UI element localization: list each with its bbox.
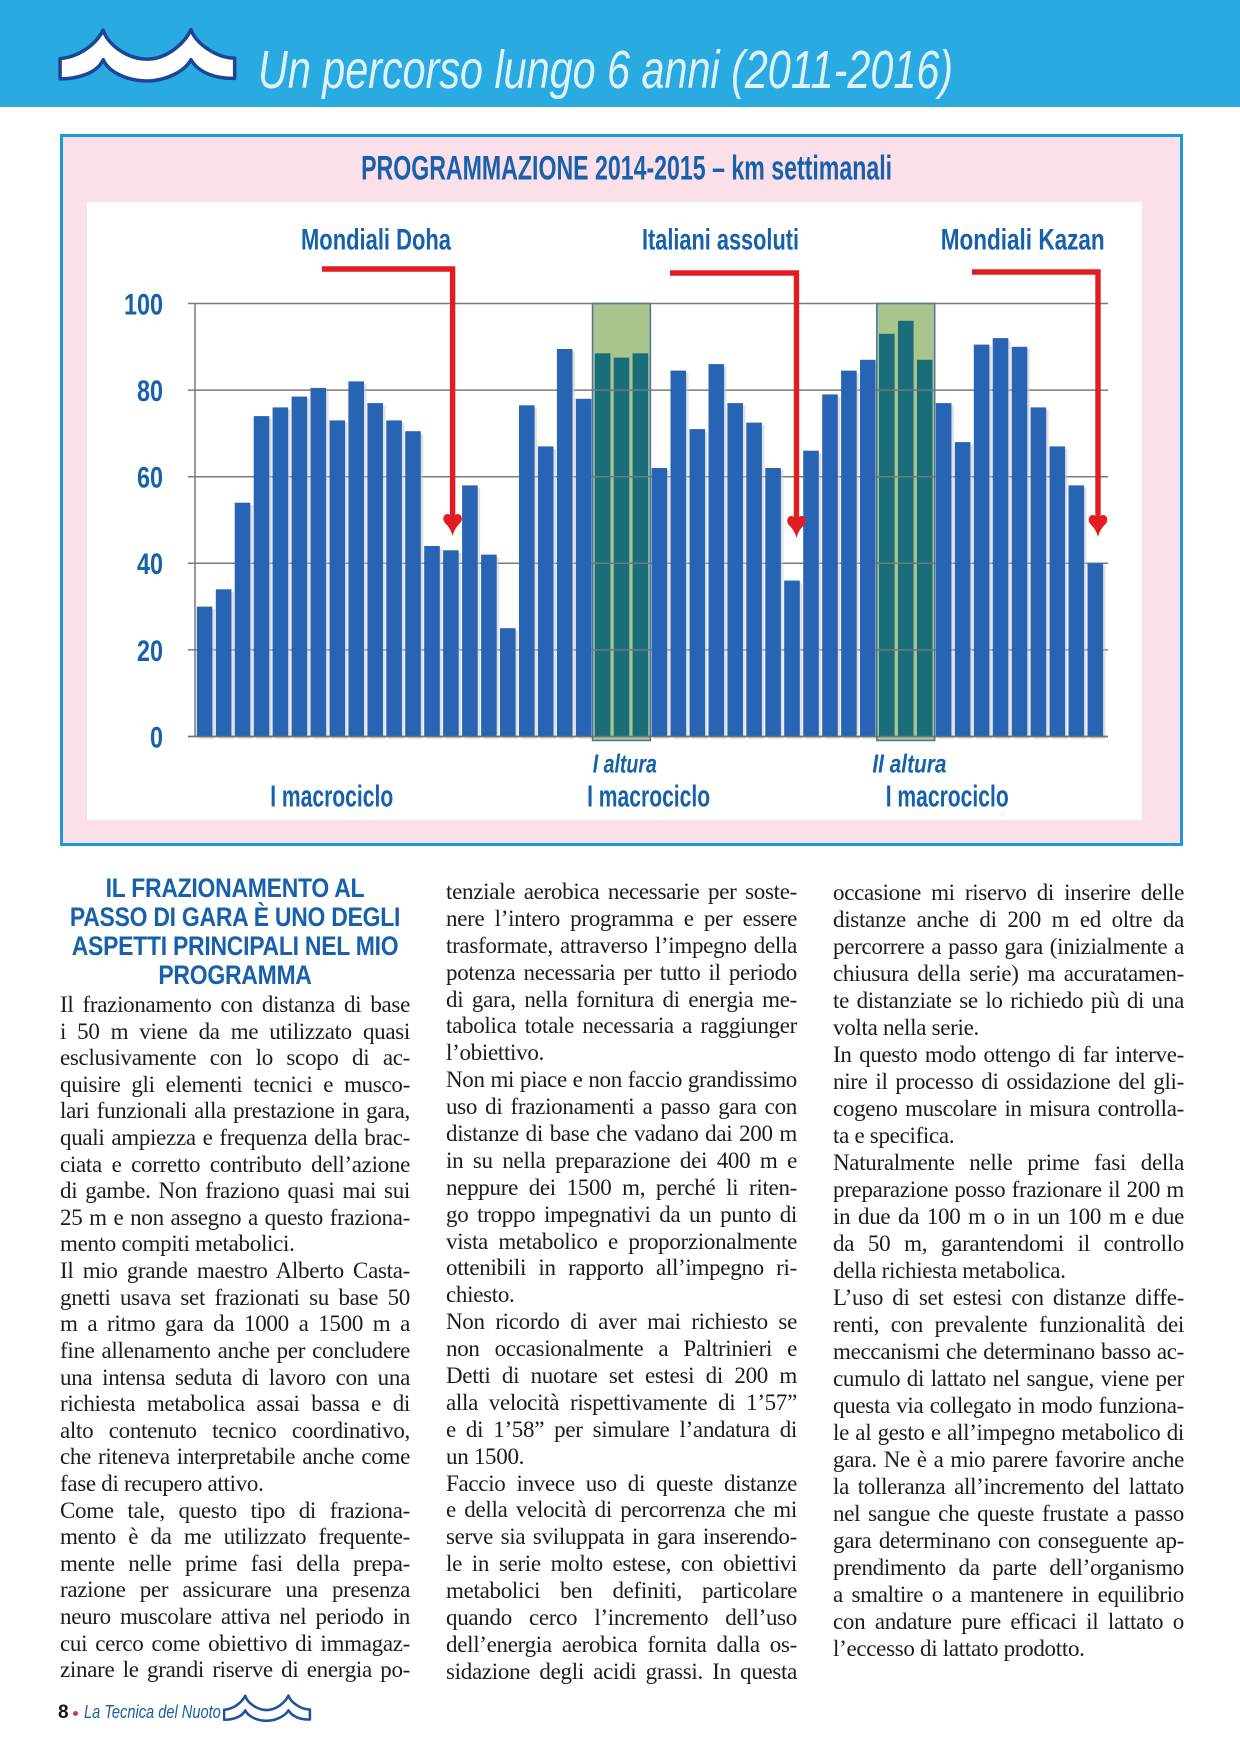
svg-text:I macrociclo: I macrociclo [270, 780, 393, 814]
svg-text:I macrociclo: I macrociclo [886, 780, 1009, 814]
svg-text:I altura: I altura [593, 749, 657, 779]
svg-text:Mondiali Kazan: Mondiali Kazan [941, 224, 1105, 257]
svg-text:Mondiali Doha: Mondiali Doha [301, 224, 451, 257]
svg-text:40: 40 [137, 548, 163, 581]
svg-text:0: 0 [150, 721, 163, 754]
svg-text:60: 60 [137, 462, 163, 495]
svg-text:20: 20 [137, 635, 163, 668]
svg-text:I macrociclo: I macrociclo [587, 780, 710, 814]
svg-text:Italiani assoluti: Italiani assoluti [642, 224, 799, 257]
svg-text:II altura: II altura [872, 749, 946, 779]
svg-text:80: 80 [137, 375, 163, 408]
svg-text:PROGRAMMAZIONE 2014-2015 – km: PROGRAMMAZIONE 2014-2015 – km settimanal… [361, 150, 892, 188]
svg-text:100: 100 [124, 288, 163, 321]
